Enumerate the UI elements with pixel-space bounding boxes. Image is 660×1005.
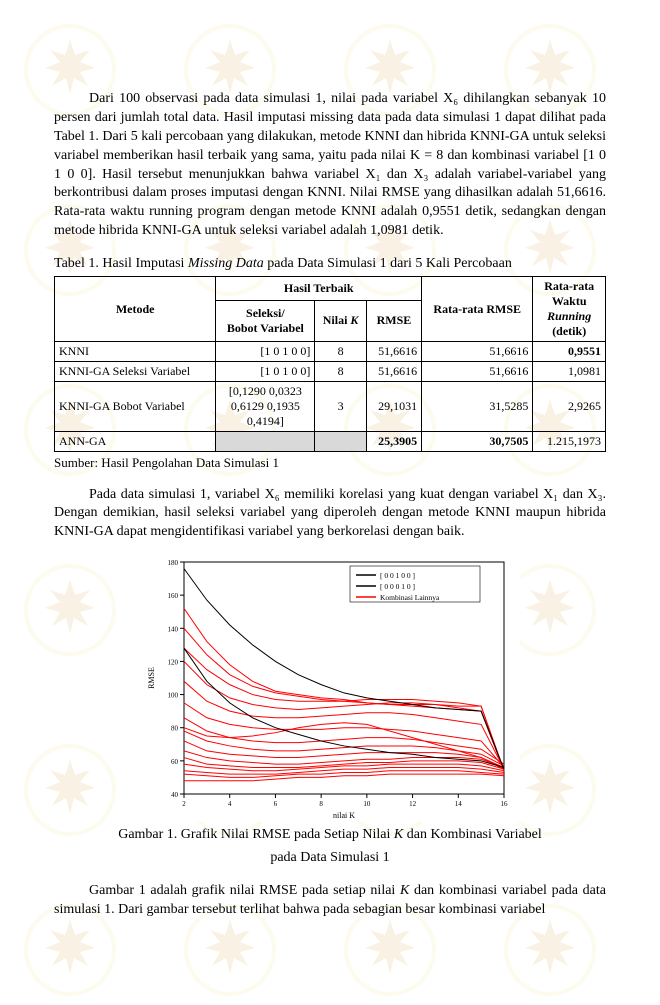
- paragraph-3: Gambar 1 adalah grafik nilai RMSE pada s…: [54, 882, 606, 920]
- table-row: KNNI[1 0 1 0 0]851,661651,66160,9551: [55, 342, 606, 362]
- table-source: Sumber: Hasil Pengolahan Data Simulasi 1: [54, 454, 606, 472]
- table-title-post: pada Data Simulasi 1 dari 5 Kali Percoba…: [264, 256, 512, 271]
- th-rmse: RMSE: [366, 300, 421, 341]
- paragraph-2: Pada data simulasi 1, variabel X₆ memili…: [54, 486, 606, 543]
- svg-text:40: 40: [171, 791, 179, 799]
- svg-text:12: 12: [409, 800, 417, 808]
- th-seleksi: Seleksi/Bobot Variabel: [216, 300, 315, 341]
- th-k: Nilai K: [315, 300, 366, 341]
- table-row: ANN-GA25,390530,75051.215,1973: [55, 432, 606, 452]
- page-content: Dari 100 observasi pada data simulasi 1,…: [0, 0, 660, 952]
- table-row: KNNI-GA Bobot Variabel[0,1290 0,0323 0,6…: [55, 382, 606, 432]
- svg-text:100: 100: [168, 692, 179, 700]
- svg-text:16: 16: [501, 800, 509, 808]
- results-table: Metode Hasil Terbaik Rata-rata RMSE Rata…: [54, 276, 606, 452]
- svg-text:nilai K: nilai K: [333, 811, 355, 820]
- table-title: Tabel 1. Hasil Imputasi Missing Data pad…: [54, 255, 606, 274]
- table-head: Metode Hasil Terbaik Rata-rata RMSE Rata…: [55, 277, 606, 342]
- p3-pre: Gambar 1 adalah grafik nilai RMSE pada s…: [89, 883, 400, 898]
- cap1-k: K: [394, 827, 403, 842]
- table-row: KNNI-GA Seleksi Variabel[1 0 1 0 0]851,6…: [55, 362, 606, 382]
- svg-text:Kombinasi Lainnya: Kombinasi Lainnya: [380, 593, 440, 602]
- svg-text:120: 120: [168, 659, 179, 667]
- th-metode: Metode: [55, 277, 216, 342]
- svg-text:160: 160: [168, 592, 179, 600]
- svg-text:RMSE: RMSE: [147, 667, 156, 689]
- cap1-post: dan Kombinasi Variabel: [403, 827, 542, 842]
- figure-1: 2 4 6 8 10 12 14 16 40 60 80 100 120 140 160 180 nilai K…: [54, 552, 606, 822]
- th-rata-rmse-txt: Rata-rata RMSE: [433, 302, 521, 316]
- svg-text:8: 8: [319, 800, 323, 808]
- cap1-pre: Gambar 1. Grafik Nilai RMSE pada Setiap …: [118, 827, 394, 842]
- paragraph-1: Dari 100 observasi pada data simulasi 1,…: [54, 90, 606, 241]
- figure-caption-2: pada Data Simulasi 1: [54, 849, 606, 868]
- th-rata-rmse: Rata-rata RMSE: [422, 277, 533, 342]
- svg-text:2: 2: [182, 800, 186, 808]
- svg-text:60: 60: [171, 758, 179, 766]
- th-rata-waktu: Rata-rataWaktuRunning(detik): [533, 277, 606, 342]
- table-title-ital: Missing Data: [188, 256, 264, 271]
- rmse-chart: 2 4 6 8 10 12 14 16 40 60 80 100 120 140 160 180 nilai K…: [140, 552, 520, 822]
- svg-text:[ 0 0 0 1 0 ]: [ 0 0 0 1 0 ]: [380, 582, 415, 591]
- svg-text:[ 0 0 1 0 0 ]: [ 0 0 1 0 0 ]: [380, 571, 415, 580]
- svg-text:140: 140: [168, 626, 179, 634]
- figure-caption-1: Gambar 1. Grafik Nilai RMSE pada Setiap …: [54, 826, 606, 845]
- svg-text:80: 80: [171, 725, 179, 733]
- p3-k: K: [400, 883, 409, 898]
- svg-text:4: 4: [228, 800, 232, 808]
- table-body: KNNI[1 0 1 0 0]851,661651,66160,9551KNNI…: [55, 342, 606, 452]
- table-title-pre: Tabel 1. Hasil Imputasi: [54, 256, 188, 271]
- th-hasil: Hasil Terbaik: [216, 277, 422, 301]
- svg-text:6: 6: [274, 800, 278, 808]
- svg-text:180: 180: [168, 559, 179, 567]
- svg-text:10: 10: [363, 800, 371, 808]
- svg-text:14: 14: [455, 800, 463, 808]
